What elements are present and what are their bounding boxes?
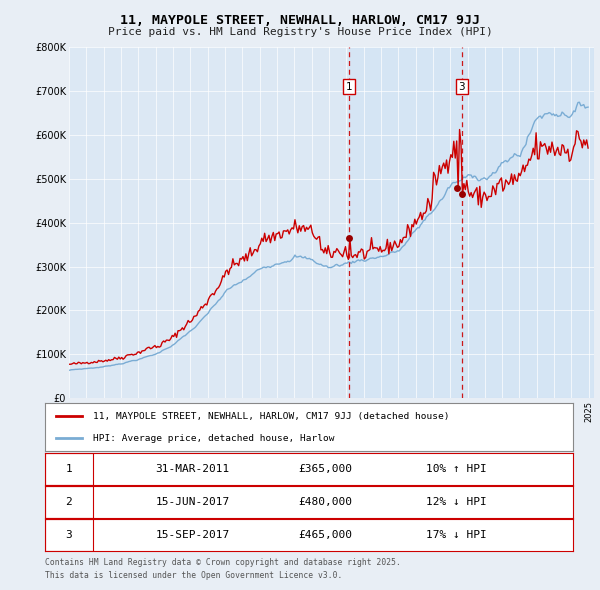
Text: 3: 3	[458, 81, 465, 91]
Text: 12% ↓ HPI: 12% ↓ HPI	[427, 497, 487, 507]
Text: 31-MAR-2011: 31-MAR-2011	[156, 464, 230, 474]
Bar	[349, 47, 594, 398]
Text: Contains HM Land Registry data © Crown copyright and database right 2025.: Contains HM Land Registry data © Crown c…	[45, 558, 401, 566]
Text: 11, MAYPOLE STREET, NEWHALL, HARLOW, CM17 9JJ (detached house): 11, MAYPOLE STREET, NEWHALL, HARLOW, CM1…	[92, 412, 449, 421]
Text: 3: 3	[65, 530, 72, 540]
Text: HPI: Average price, detached house, Harlow: HPI: Average price, detached house, Harl…	[92, 434, 334, 442]
Text: 2: 2	[65, 497, 72, 507]
Text: 1: 1	[65, 464, 72, 474]
Text: 15-SEP-2017: 15-SEP-2017	[156, 530, 230, 540]
Bar	[45, 453, 92, 485]
Bar	[45, 519, 92, 551]
Text: 17% ↓ HPI: 17% ↓ HPI	[427, 530, 487, 540]
Text: 11, MAYPOLE STREET, NEWHALL, HARLOW, CM17 9JJ: 11, MAYPOLE STREET, NEWHALL, HARLOW, CM1…	[120, 14, 480, 27]
Text: £480,000: £480,000	[298, 497, 352, 507]
Text: £365,000: £365,000	[298, 464, 352, 474]
Text: 15-JUN-2017: 15-JUN-2017	[156, 497, 230, 507]
Text: This data is licensed under the Open Government Licence v3.0.: This data is licensed under the Open Gov…	[45, 571, 343, 579]
Text: 1: 1	[346, 81, 352, 91]
Text: £465,000: £465,000	[298, 530, 352, 540]
Bar	[45, 486, 92, 518]
Text: Price paid vs. HM Land Registry's House Price Index (HPI): Price paid vs. HM Land Registry's House …	[107, 27, 493, 37]
Text: 10% ↑ HPI: 10% ↑ HPI	[427, 464, 487, 474]
